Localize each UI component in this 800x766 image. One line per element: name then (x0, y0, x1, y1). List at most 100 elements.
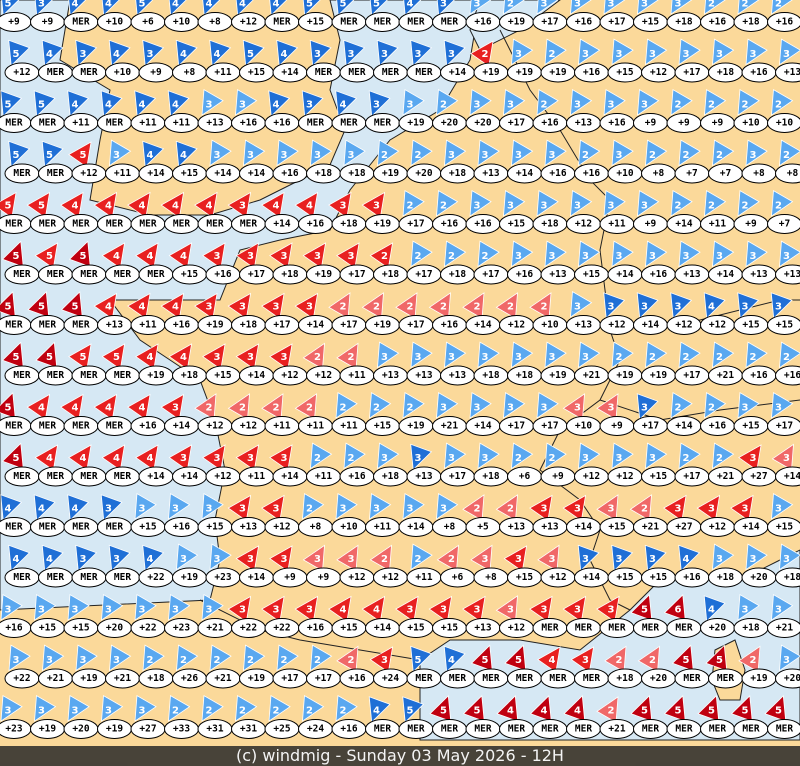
wind-arrow: 3 (67, 695, 90, 722)
station-label: MER (599, 618, 635, 638)
temperature-text: MER (415, 673, 432, 684)
temperature-text: MER (39, 421, 56, 432)
station-label: MER (0, 315, 32, 335)
temperature-text: +19 (39, 724, 56, 735)
station-label: +19 (138, 365, 174, 386)
station-label: MER (63, 12, 99, 32)
wind-speed: 4 (105, 201, 112, 212)
station-label: MER (633, 719, 668, 739)
wind-speed: 3 (381, 49, 388, 60)
wind-arrow: 4 (135, 242, 159, 269)
wind-arrow: 2 (670, 190, 693, 217)
wind-speed: 4 (105, 302, 112, 313)
wind-speed: 3 (775, 504, 782, 515)
wind-speed: 2 (515, 453, 522, 464)
station-label: +17 (532, 416, 568, 436)
wind-arrow: 5 (0, 191, 17, 219)
wind-speed: 5 (46, 150, 53, 161)
wind-speed: 3 (206, 100, 213, 111)
temperature-text: +19 (750, 673, 767, 684)
wind-arrow: 2 (536, 89, 559, 116)
station-label: +14 (239, 365, 274, 386)
wind-arrow: 4 (209, 39, 232, 67)
temperature-text: +16 (173, 320, 190, 331)
wind-arrow: 3 (42, 644, 65, 672)
wind-speed: 3 (113, 150, 120, 161)
wind-arrow: 3 (578, 341, 601, 369)
wind-speed: 3 (675, 0, 682, 10)
wind-arrow: 2 (712, 139, 735, 167)
wind-speed: 4 (549, 655, 556, 666)
wind-speed: 3 (46, 655, 53, 666)
temperature-text: +14 (147, 471, 164, 482)
map-caption: (c) windmig - Sunday 03 May 2026 - 12H (0, 746, 800, 766)
wind-speed: 3 (206, 605, 213, 616)
wind-arrow: 3 (603, 190, 626, 217)
wind-speed: 3 (783, 554, 790, 565)
wind-arrow: 5 (1, 341, 24, 369)
station-label: +18 (708, 567, 743, 588)
temperature-text: +11 (608, 219, 625, 230)
wind-speed: 2 (641, 504, 648, 515)
temperature-text: +9 (678, 118, 690, 129)
temperature-text: MER (482, 673, 499, 684)
wind-arrow: 3 (469, 392, 492, 419)
wind-speed: 3 (440, 0, 447, 10)
temperature-text: +13 (482, 168, 499, 179)
wind-arrow: 2 (704, 89, 727, 116)
wind-arrow: 3 (235, 343, 260, 370)
station-label: +18 (138, 668, 174, 689)
temperature-text: +19 (549, 67, 566, 78)
station-label: +13 (566, 113, 601, 133)
temperature-text: MER (382, 67, 399, 78)
wind-arrow: 2 (361, 292, 384, 319)
wind-arrow: 3 (771, 493, 794, 520)
wind-speed: 3 (448, 352, 455, 363)
wind-arrow: 5 (0, 290, 16, 318)
temperature-text: MER (47, 572, 64, 583)
temperature-text: +18 (516, 370, 533, 381)
station-label: MER (97, 214, 132, 234)
temperature-text: +14 (474, 421, 491, 432)
wind-arrow: 3 (670, 292, 693, 320)
temperature-text: +13 (784, 67, 800, 78)
temperature-text: +11 (709, 219, 726, 230)
station-label: MER (4, 264, 40, 285)
station-label: +15 (239, 62, 274, 83)
temperature-text: +15 (248, 67, 265, 78)
wind-arrow: 3 (402, 89, 425, 116)
temperature-text: +13 (784, 269, 800, 280)
wind-speed: 3 (616, 150, 623, 161)
station-label: +27 (130, 719, 166, 739)
wind-arrow: 3 (570, 89, 593, 116)
temperature-text: +8 (184, 67, 196, 78)
temperature-text: +11 (248, 471, 265, 482)
wind-arrow: 3 (336, 544, 359, 572)
station-label: MER (473, 668, 509, 689)
station-label: +10 (767, 113, 800, 133)
wind-speed: 2 (440, 302, 447, 313)
station-label: +9 (666, 113, 702, 133)
wind-speed: 2 (649, 655, 656, 666)
temperature-text: +12 (348, 572, 365, 583)
wind-arrow: 3 (477, 341, 500, 369)
station-label: MER (666, 618, 702, 638)
temperature-text: +13 (683, 269, 700, 280)
temperature-text: +6 (519, 471, 531, 482)
temperature-text: +23 (214, 572, 231, 583)
wind-speed: 3 (683, 49, 690, 60)
wind-arrow: 4 (34, 444, 59, 471)
wind-arrow: 3 (645, 442, 668, 470)
temperature-text: +18 (742, 17, 759, 28)
station-label: +18 (708, 62, 743, 83)
station-label: +15 (599, 517, 635, 537)
temperature-text: +12 (608, 320, 625, 331)
wind-arrow: 3 (428, 595, 453, 623)
wind-speed: 4 (72, 0, 79, 10)
temperature-text: +15 (742, 320, 759, 331)
station-label: +19 (30, 719, 65, 739)
wind-arrow: 3 (737, 292, 760, 320)
station-label: +16 (574, 163, 609, 184)
wind-arrow: 3 (8, 644, 31, 672)
temperature-text: +14 (214, 168, 231, 179)
